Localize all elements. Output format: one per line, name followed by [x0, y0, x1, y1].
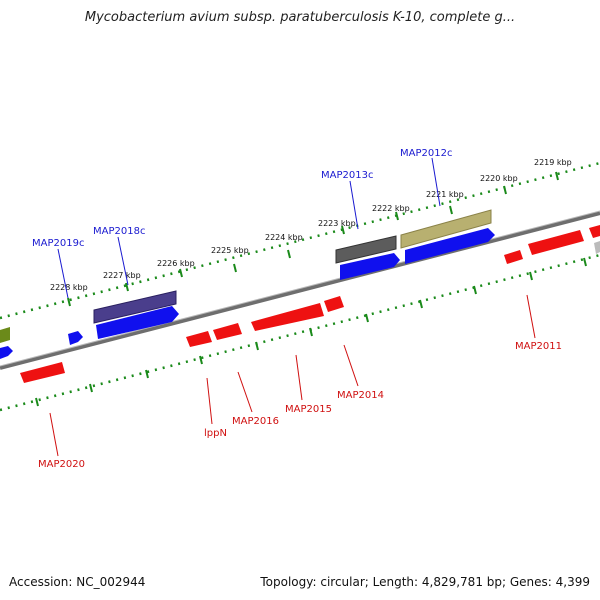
scale-tick [341, 225, 345, 235]
leader-line [49, 412, 59, 457]
scale-tick [419, 299, 423, 309]
feature-bar [594, 241, 600, 254]
cds-arrow [528, 230, 584, 255]
leader-line [526, 294, 536, 339]
leader-lines [49, 157, 536, 457]
leader-line [57, 248, 69, 299]
gene-label: MAP2013c [321, 170, 373, 181]
gene-label: MAP2018c [93, 226, 145, 237]
scale-tick [529, 271, 533, 281]
gene-label: lppN [204, 428, 227, 439]
cds-arrow [20, 362, 65, 383]
scale-label: 2224 kbp [265, 233, 303, 242]
cds-arrow [589, 225, 600, 238]
scale-tick [179, 268, 183, 278]
scale-tick [395, 211, 399, 221]
feature-bar [400, 209, 492, 249]
scale-tick [473, 285, 477, 295]
cds-arrow [68, 331, 83, 345]
scale-label: 2223 kbp [318, 219, 356, 228]
scale-tick [309, 327, 313, 337]
topology-summary: Topology: circular; Length: 4,829,781 bp… [260, 575, 590, 589]
scale-tick [287, 249, 291, 259]
scale-tick [199, 355, 203, 365]
scale-tick [67, 297, 71, 307]
cds-arrow [213, 323, 242, 340]
scale-label: 2221 kbp [426, 190, 464, 199]
gene-label: MAP2012c [400, 148, 452, 159]
scale-tick [233, 263, 237, 273]
scale-tick [89, 383, 93, 393]
scale-tick [125, 282, 129, 292]
scale-label: 2220 kbp [480, 174, 518, 183]
gene-label: MAP2015 [285, 404, 332, 415]
scale-tick [449, 205, 453, 215]
cds-arrow [0, 346, 13, 359]
leader-line [117, 236, 129, 286]
scale-tick [365, 313, 369, 323]
feature-bar [335, 235, 397, 264]
scale-tick [255, 341, 259, 351]
accession-label: Accession: NC_002944 [9, 575, 146, 589]
forward-cds [0, 228, 495, 359]
scale-tick [583, 257, 587, 267]
gene-label: MAP2020 [38, 459, 85, 470]
leader-line [206, 377, 213, 425]
scale-label: 2219 kbp [534, 158, 572, 167]
feature-bar [93, 290, 177, 324]
gene-label: MAP2011 [515, 341, 562, 352]
gene-label: MAP2016 [232, 416, 279, 427]
scale-label: 2222 kbp [372, 204, 410, 213]
leader-line [237, 371, 253, 413]
scale-label: 2226 kbp [157, 259, 195, 268]
cds-arrow [251, 303, 324, 331]
feature-bar [0, 327, 10, 343]
cds-arrow [340, 253, 400, 280]
scale-label: 2225 kbp [211, 246, 249, 255]
scale-tick [145, 369, 149, 379]
scale-labels: 2219 kbp 2220 kbp 2221 kbp 2222 kbp 2223… [50, 158, 572, 292]
scale-tick [35, 397, 39, 407]
leader-line [343, 344, 359, 387]
gene-label: MAP2014 [337, 390, 384, 401]
cds-arrow [186, 331, 212, 347]
lower-scale [0, 253, 600, 412]
scale-tick [503, 185, 507, 195]
scale-label: 2227 kbp [103, 271, 141, 280]
cds-arrow [324, 296, 344, 312]
scale-tick [555, 171, 559, 181]
upper-scale [0, 161, 600, 320]
scale-label: 2228 kbp [50, 283, 88, 292]
cds-arrow [504, 250, 523, 264]
map-title: Mycobacterium avium subsp. paratuberculo… [84, 10, 516, 25]
cds-arrow [96, 306, 179, 339]
gene-label: MAP2019c [32, 238, 84, 249]
leader-line [431, 157, 441, 207]
backbone [0, 210, 600, 370]
leader-line [295, 354, 303, 401]
feature-row-upper [0, 209, 492, 343]
leader-line [349, 180, 359, 230]
reverse-cds [20, 225, 600, 383]
gene-labels: MAP2012c MAP2013c MAP2018c MAP2019c MAP2… [32, 148, 562, 470]
cds-arrow [405, 228, 495, 264]
